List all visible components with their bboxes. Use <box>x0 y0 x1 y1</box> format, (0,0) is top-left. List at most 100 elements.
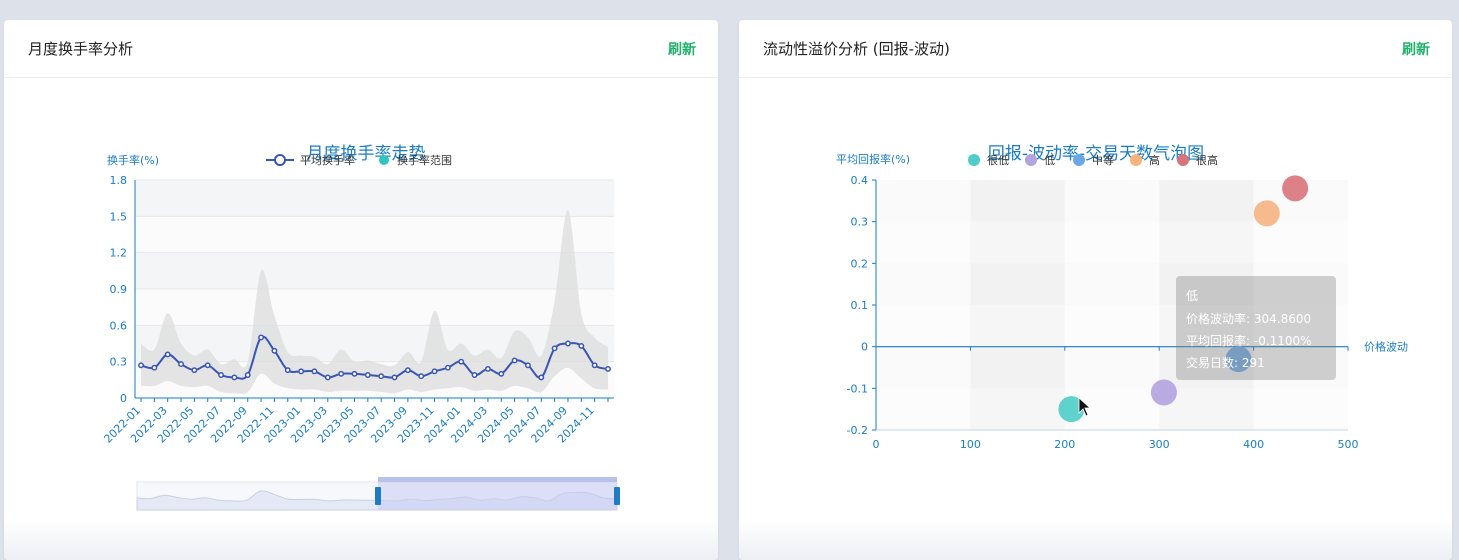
y-tick-label: 0.6 <box>110 319 128 332</box>
turnover-line-chart: 月度换手率走势 换手率(%) 平均换手率 换手率范围 0 0.3 0.6 0.9 1.2 1.5 1… <box>101 144 620 511</box>
average-turnover-point <box>378 373 385 380</box>
turnover-panel-header: 月度换手率分析 刷新 <box>4 20 718 78</box>
turnover-refresh-button[interactable]: 刷新 <box>668 41 696 58</box>
tooltip-box <box>1176 276 1336 380</box>
range-area <box>141 210 608 394</box>
zoom-move-handle[interactable] <box>378 477 617 482</box>
average-turnover-point <box>444 364 451 371</box>
average-turnover-point <box>351 370 358 377</box>
bubble-high[interactable] <box>1253 200 1280 227</box>
legend-item-range: 换手率范围 <box>397 153 452 167</box>
zoom-left-handle[interactable] <box>375 487 381 505</box>
tooltip-days: 交易日数: 291 <box>1186 355 1265 370</box>
average-turnover-point <box>138 362 144 369</box>
x-tick-label: 500 <box>1338 438 1359 451</box>
y-axis-label: 换手率(%) <box>107 153 159 167</box>
average-turnover-point <box>498 370 505 377</box>
average-turnover-point <box>605 365 611 372</box>
legend-item-high: 高 <box>1149 153 1160 167</box>
average-turnover-point <box>311 368 318 375</box>
legend-range-swatch <box>379 155 389 165</box>
liquidity-panel-header: 流动性溢价分析 (回报-波动) 刷新 <box>739 20 1452 78</box>
average-turnover-point <box>298 368 305 375</box>
average-turnover-point <box>511 357 518 364</box>
y-band <box>135 216 614 253</box>
y-tick-label: 0.9 <box>110 283 128 296</box>
data-zoom-slider[interactable] <box>136 477 620 511</box>
legend-line-marker <box>274 154 286 166</box>
zoom-right-handle[interactable] <box>614 487 620 505</box>
y-tick-label: 0.1 <box>851 299 869 312</box>
average-turnover-point <box>164 351 171 358</box>
y-tick-label: -0.2 <box>847 424 868 437</box>
average-turnover-point <box>404 367 411 374</box>
average-turnover-point <box>364 372 371 378</box>
tooltip-name: 低 <box>1186 289 1198 303</box>
legend-swatch-high <box>1130 154 1142 166</box>
zoom-selected-window[interactable] <box>378 477 617 510</box>
x-band <box>1064 180 1160 430</box>
y-band <box>876 221 1348 264</box>
average-turnover-point <box>538 374 545 381</box>
bubble-chart-legend: 很低 低 中等 高 很高 <box>968 153 1218 167</box>
average-turnover-point <box>391 374 398 381</box>
average-turnover-point <box>284 367 291 374</box>
bubble-very-high[interactable] <box>1282 175 1309 202</box>
legend-item-very-high: 很高 <box>1196 153 1218 167</box>
line-chart-legend: 平均换手率 换手率范围 <box>266 153 452 167</box>
y-band <box>135 252 614 289</box>
liquidity-panel-title: 流动性溢价分析 (回报-波动) <box>763 40 950 58</box>
tooltip-volatility: 价格波动率: 304.8600 <box>1186 311 1311 326</box>
bubble-medium[interactable] <box>1225 346 1252 373</box>
y-band <box>135 180 614 217</box>
average-turnover-point <box>151 364 158 371</box>
y-band <box>876 388 1348 430</box>
average-turnover-point <box>271 347 278 354</box>
bubble-low[interactable] <box>1150 379 1177 406</box>
average-turnover-point <box>338 370 345 377</box>
legend-swatch-very-high <box>1177 154 1189 166</box>
average-turnover-point <box>458 358 465 365</box>
y-tick-label: 1.2 <box>110 247 128 260</box>
bubble-chart-title: 回报-波动率-交易天数气泡图 <box>988 144 1204 164</box>
y-tick-label: 0 <box>120 392 127 405</box>
average-turnover-point <box>431 368 438 375</box>
y-axis-label: 平均回报率(%) <box>836 152 910 166</box>
legend-item-medium: 中等 <box>1092 153 1114 167</box>
y-tick-label: 0.4 <box>851 174 869 187</box>
turnover-panel-title: 月度换手率分析 <box>28 40 134 58</box>
y-tick-label: 0.3 <box>851 216 869 229</box>
legend-item-very-low: 很低 <box>987 153 1009 167</box>
mouse-cursor-icon <box>1078 397 1092 417</box>
legend-item-average: 平均换手率 <box>300 153 355 167</box>
average-turnover-point <box>418 373 425 380</box>
x-tick-label: 400 <box>1243 438 1264 451</box>
x-band <box>876 180 971 430</box>
average-turnover-point <box>244 372 251 378</box>
y-tick-label: 0.3 <box>110 356 128 369</box>
average-turnover-point <box>524 362 531 369</box>
line-chart-title: 月度换手率走势 <box>307 144 426 164</box>
x-tick-label: 200 <box>1054 438 1075 451</box>
legend-swatch-medium <box>1073 154 1085 166</box>
turnover-panel: 月度换手率分析 刷新 月度换手率走势 换手率(%) 平均换手率 换手率范围 0 0.3 0.… <box>4 20 718 560</box>
average-turnover-point <box>578 342 585 349</box>
y-tick-label: 0 <box>861 341 868 354</box>
average-turnover-point <box>484 365 491 372</box>
y-tick-label: 0.2 <box>851 257 869 270</box>
x-band <box>970 180 1065 430</box>
bubble-very-low[interactable] <box>1058 396 1085 423</box>
y-band <box>135 289 614 326</box>
average-turnover-point <box>258 334 265 341</box>
tooltip-return: 平均回报率: -0.1100% <box>1186 333 1312 348</box>
y-tick-label: 1.5 <box>110 210 128 223</box>
average-turnover-point <box>204 362 211 369</box>
average-turnover-point <box>231 374 238 381</box>
x-tick-label: 0 <box>873 438 880 451</box>
average-turnover-point <box>218 372 225 378</box>
average-turnover-point <box>471 372 478 378</box>
y-tick-label: -0.1 <box>847 382 868 395</box>
x-tick-label: 300 <box>1149 438 1170 451</box>
liquidity-refresh-button[interactable]: 刷新 <box>1402 41 1430 58</box>
